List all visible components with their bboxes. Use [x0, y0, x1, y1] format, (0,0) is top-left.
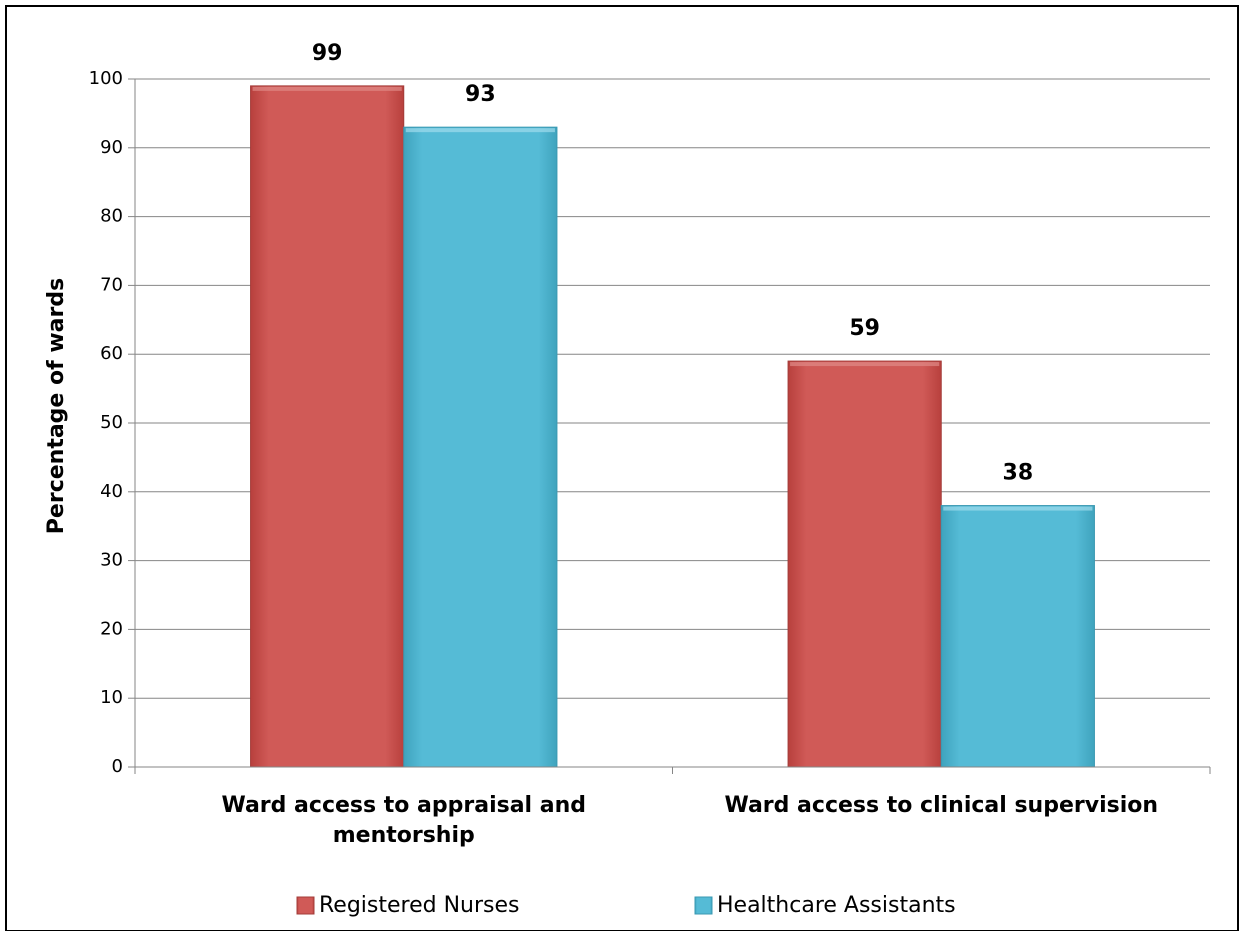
legend-label-healthcare-assistants: Healthcare Assistants [717, 893, 956, 918]
x-category-label-line: Ward access to appraisal and [221, 793, 586, 818]
data-label: 59 [849, 316, 880, 341]
y-tick-label: 70 [100, 274, 123, 295]
data-label: 93 [465, 82, 496, 107]
y-tick-label: 60 [100, 343, 123, 364]
x-category-label: Ward access to clinical supervision [724, 793, 1158, 818]
bar-bevel [943, 506, 1093, 511]
bar-registered-nurses [787, 360, 942, 768]
data-labels: 99 93 59 38 [312, 41, 1033, 486]
y-tick-label: 20 [100, 618, 123, 639]
x-category-label-line: Ward access to clinical supervision [724, 793, 1158, 818]
legend-swatch-healthcare-assistants [694, 896, 713, 915]
chart-border [5, 5, 1239, 932]
bar-healthcare-assistants [403, 126, 558, 768]
x-category-label-line: mentorship [333, 823, 475, 848]
x-category-label: Ward access to appraisal and mentorship [221, 793, 586, 848]
bar-bevel [252, 86, 402, 91]
legend: Registered Nurses Healthcare Assistants [296, 893, 956, 918]
y-tick-label: 90 [100, 137, 123, 158]
y-tick-label: 40 [100, 481, 123, 502]
data-label: 99 [312, 41, 343, 66]
bars [250, 85, 1095, 768]
y-tick-label: 50 [100, 412, 123, 433]
legend-swatch-registered-nurses [296, 896, 315, 915]
y-tick-label: 0 [112, 756, 123, 777]
axes: 0 10 20 30 40 50 60 70 80 90 100 Ward access to app… [89, 68, 1211, 848]
y-tick-label: 30 [100, 550, 123, 571]
y-tick-label: 100 [89, 68, 123, 89]
bar-bevel [790, 362, 940, 367]
data-label: 38 [1003, 461, 1034, 486]
bar-registered-nurses [250, 85, 405, 768]
y-tick-label: 10 [100, 687, 123, 708]
bar-bevel [405, 128, 555, 133]
y-tick-label: 80 [100, 206, 123, 227]
y-axis-title: Percentage of wards [44, 278, 69, 534]
bar-healthcare-assistants [940, 505, 1095, 768]
legend-label-registered-nurses: Registered Nurses [319, 893, 520, 918]
